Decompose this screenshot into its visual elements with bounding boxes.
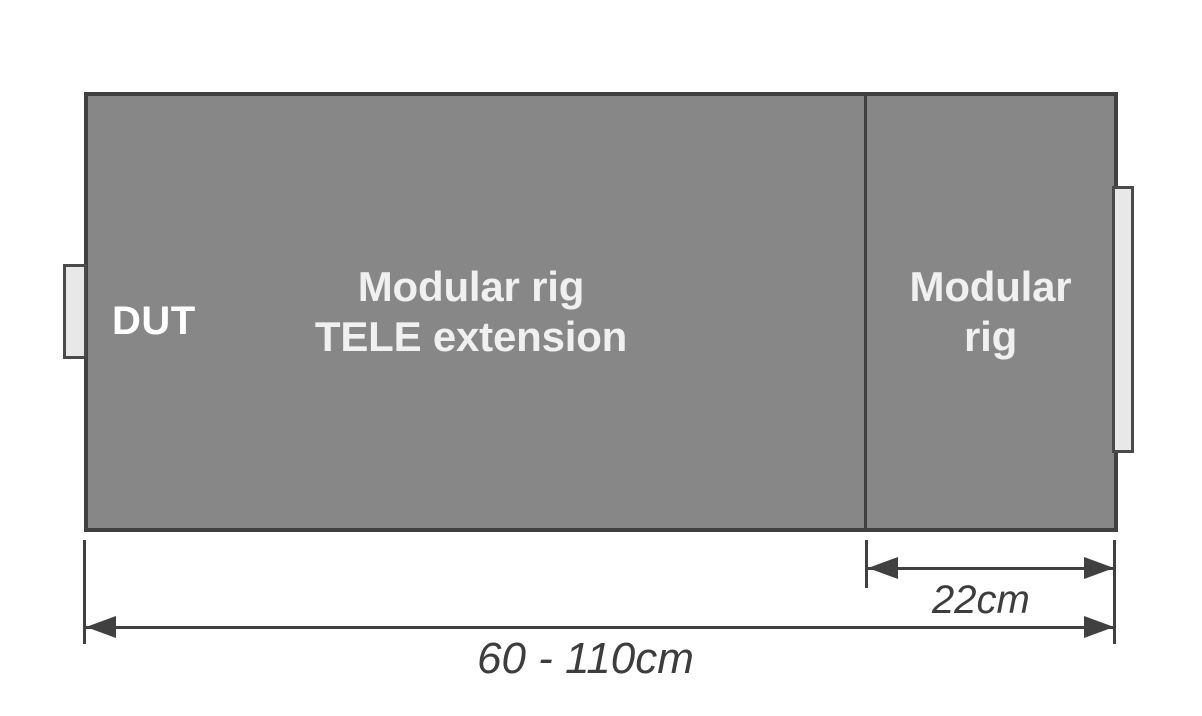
arrowhead-left-total-length-icon — [86, 616, 116, 638]
tele-extension-label-line2: TELE extension — [314, 313, 628, 360]
rig-body: DUT Modular rig TELE extension Modular r… — [84, 92, 1118, 532]
right-connector-tab — [1112, 186, 1134, 453]
modular-rig-label-line1: Modular — [909, 263, 1072, 311]
modular-rig-label: Modular rig — [910, 262, 1072, 361]
dut-label: DUT — [112, 299, 196, 343]
left-connector-tab — [63, 264, 87, 359]
tele-extension-label: Modular rig TELE extension — [315, 262, 627, 361]
dimension-line-total-length — [86, 626, 1114, 629]
extension-line-right — [1113, 540, 1116, 644]
extension-line-divider — [865, 540, 868, 588]
rig-section-tele-extension: DUT Modular rig TELE extension — [88, 96, 867, 528]
arrowhead-left-22cm-icon — [868, 557, 898, 579]
arrowhead-right-total-length-icon — [1084, 616, 1114, 638]
arrowhead-right-22cm-icon — [1084, 557, 1114, 579]
dimension-label-total-length: 60 - 110cm — [477, 634, 694, 683]
modular-rig-label-line2: rig — [963, 313, 1018, 360]
tele-extension-label-line1: Modular rig — [357, 263, 585, 311]
extension-line-left — [83, 540, 86, 644]
rig-section-modular-rig: Modular rig — [867, 96, 1114, 528]
dimension-label-modular-rig-width: 22cm — [932, 578, 1030, 622]
dimension-line-modular-rig-width — [868, 567, 1114, 570]
